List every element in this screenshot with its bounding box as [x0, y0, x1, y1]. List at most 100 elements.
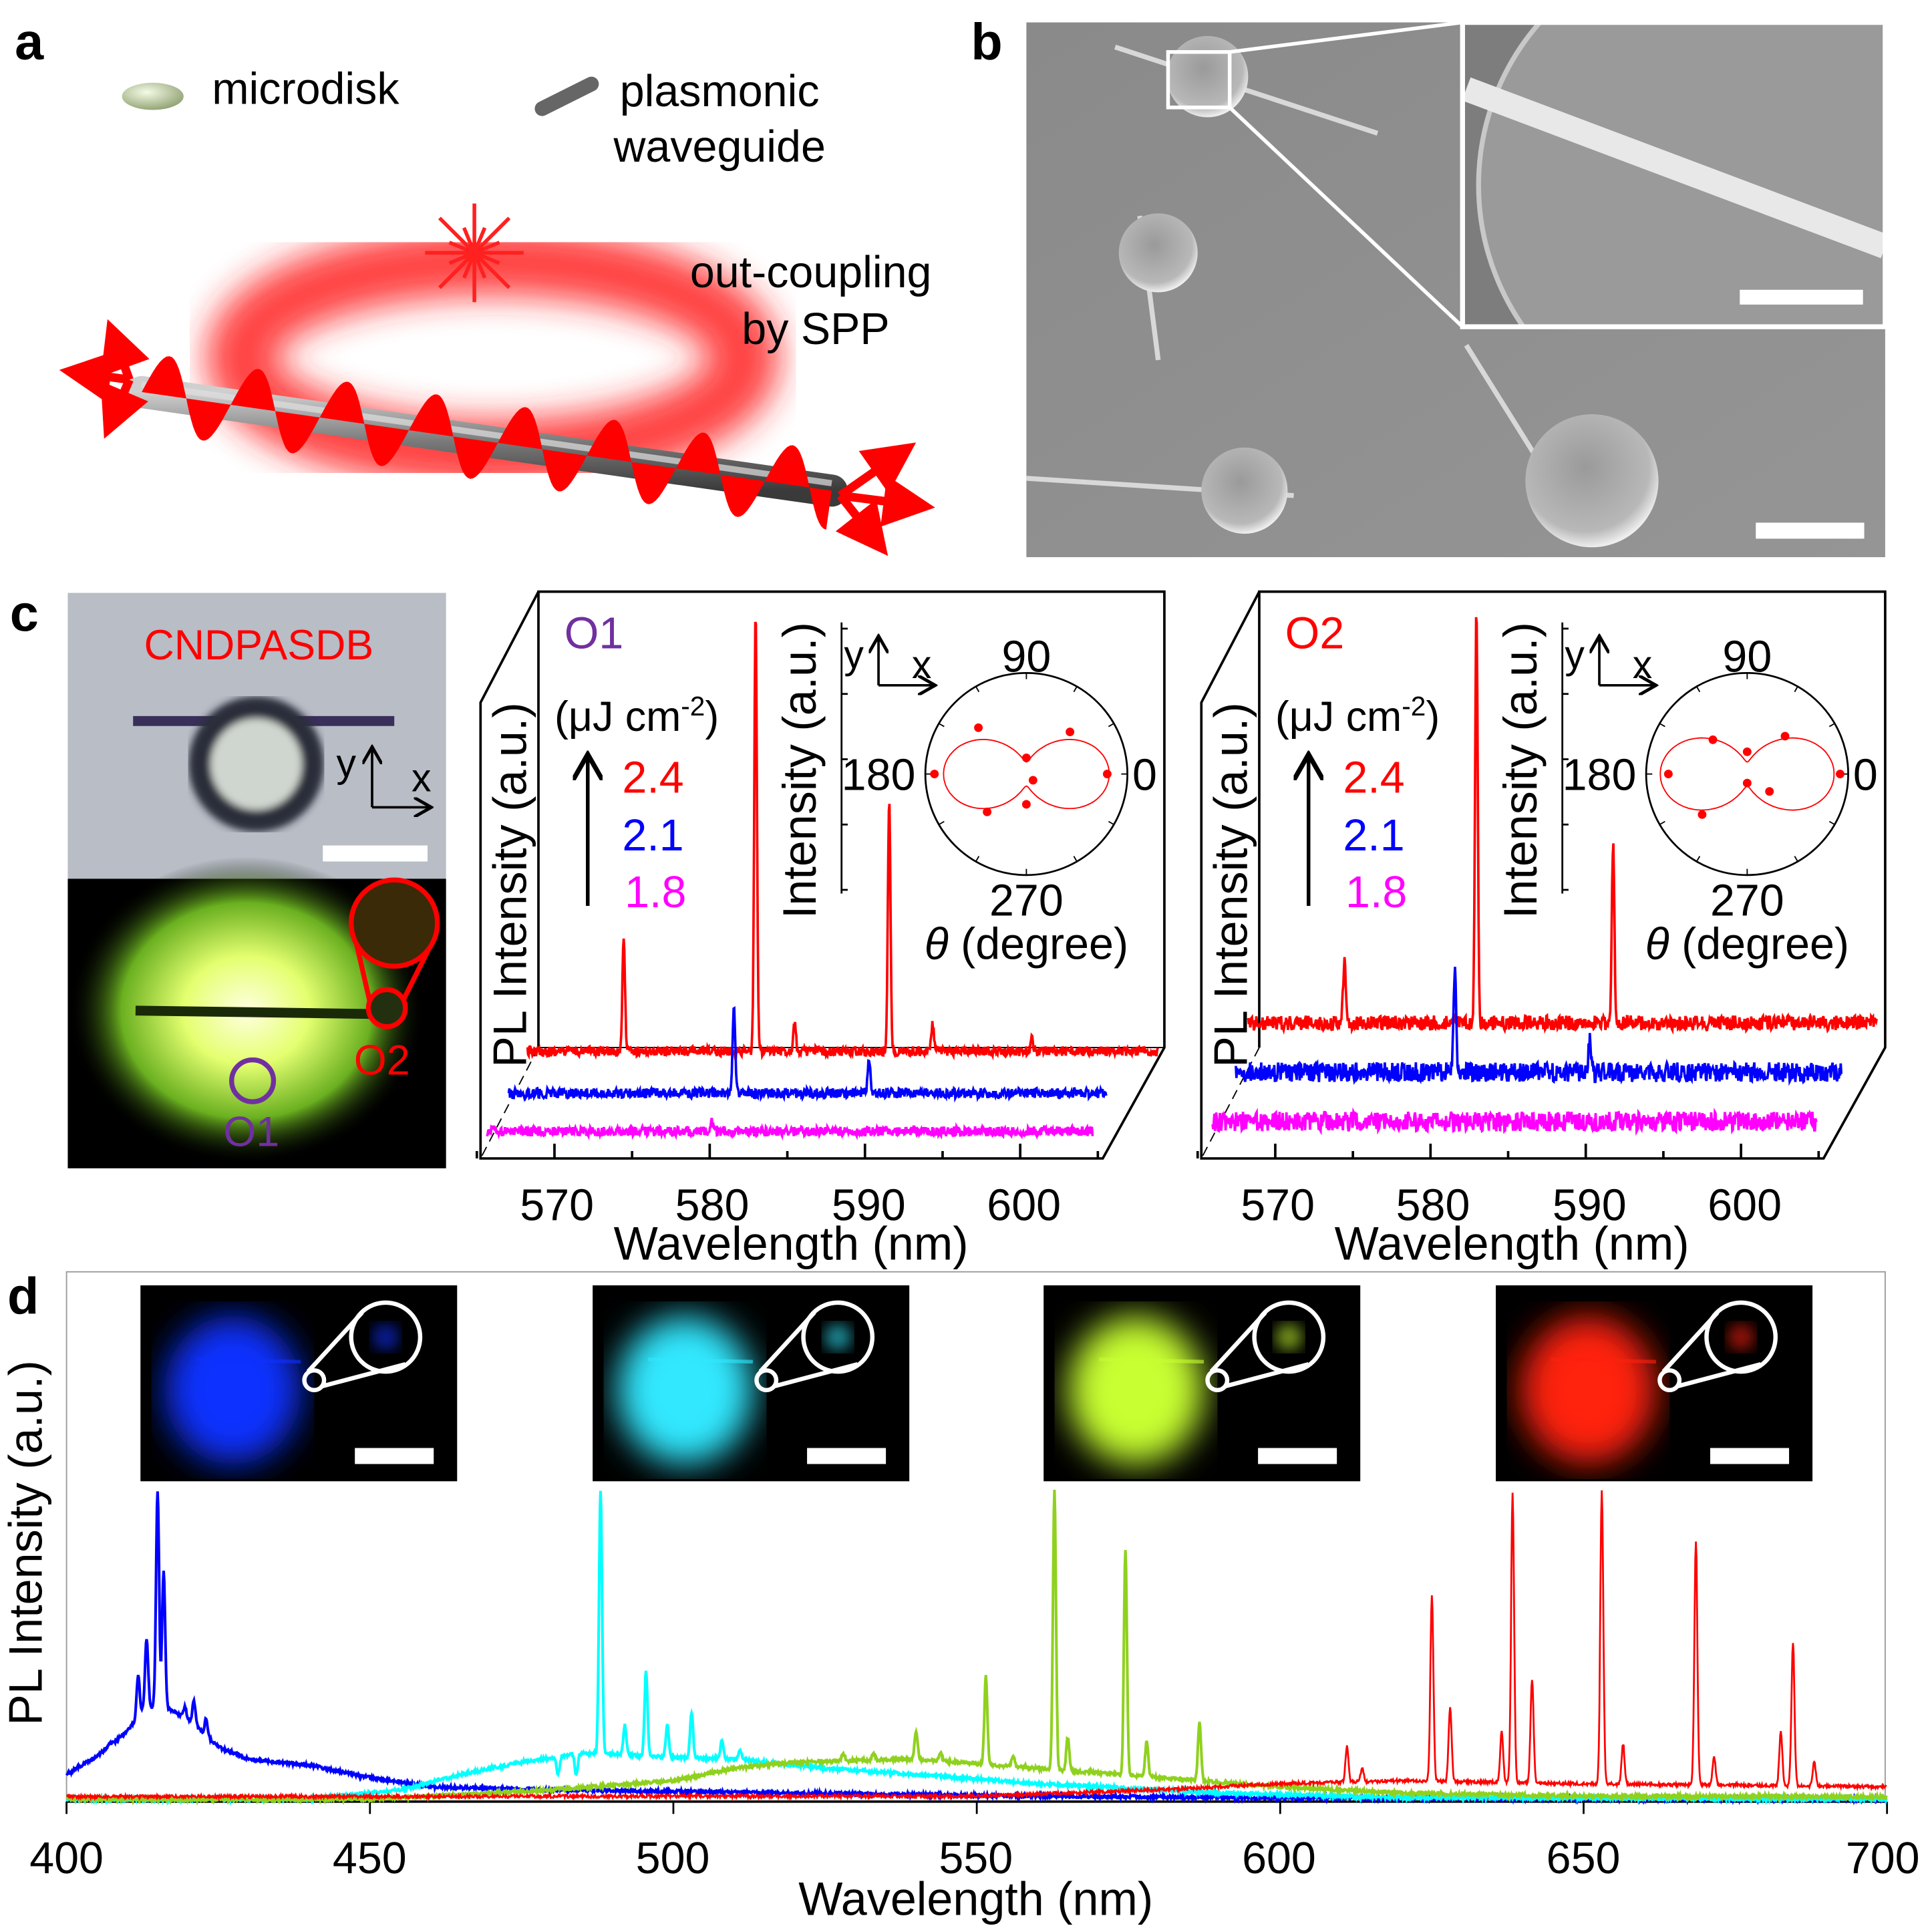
- polar-angle-tickmark: [1108, 723, 1114, 728]
- series-line-2.1: [507, 1006, 1108, 1103]
- annotation-line2: by SPP: [742, 305, 889, 354]
- waveguide: [1551, 1357, 1656, 1364]
- x-tick-label: 450: [333, 1834, 407, 1883]
- emission-micrograph: [1043, 1285, 1361, 1482]
- polar-angle-tick: 270: [1710, 876, 1784, 926]
- scale-bar: [1710, 1448, 1790, 1464]
- right-emission-arrows-icon: [835, 442, 935, 556]
- polar-data-point: [1066, 728, 1075, 737]
- legend-entry: 2.4: [1343, 753, 1404, 802]
- polar-axis-y-label: y: [844, 633, 864, 677]
- spot-o2-circle: [365, 987, 408, 1029]
- x-axis-label: Wavelength (nm): [614, 1217, 969, 1269]
- x-tick-label: 580: [1396, 1180, 1470, 1230]
- legend-waveguide-label-line1: plasmonic: [620, 67, 820, 116]
- scale-bar: [1756, 522, 1865, 539]
- polar-angle-tickmark: [975, 686, 980, 693]
- axis-y-label: y: [337, 741, 357, 785]
- magnifier-line: [1661, 1311, 1720, 1374]
- x-tick-label: 700: [1846, 1834, 1920, 1883]
- x-axis-label: Wavelength (nm): [798, 1873, 1153, 1925]
- polar-angle-tick: 0: [1853, 751, 1878, 800]
- polar-fit-curve: [943, 739, 1110, 810]
- polar-angle-tick: 180: [842, 751, 916, 800]
- waveguide: [196, 1357, 301, 1364]
- y-axis-label: PL Intensity (a.u.): [0, 1360, 52, 1726]
- polar-data-point: [1742, 778, 1752, 788]
- spot-circle: [754, 1368, 779, 1393]
- emission-micrograph: [140, 1285, 458, 1482]
- series-line-1.8: [486, 1117, 1094, 1141]
- polar-data-point: [930, 770, 939, 779]
- scale-bar: [1258, 1448, 1337, 1464]
- chart-o1: O1 PL Intensity (a.u.) (μJ cm-2) 2.4 2.1…: [475, 590, 1166, 1269]
- spectrum-line-1: [65, 1490, 1888, 1806]
- y-axis-label: PL Intensity (a.u.): [1205, 702, 1257, 1068]
- polar-xlabel: θ (degree): [1645, 919, 1849, 969]
- brightfield-microdisk: [188, 696, 325, 832]
- annotation-line1: out-coupling: [690, 248, 932, 297]
- magnifier-line: [1224, 1361, 1309, 1389]
- polar-fit-curve: [1659, 737, 1835, 811]
- polar-angle-tickmark: [1659, 820, 1665, 826]
- polar-data-point: [1836, 770, 1844, 779]
- spot-o1-circle: [229, 1057, 277, 1104]
- spot-circle: [1205, 1368, 1230, 1393]
- chart-title: O2: [1285, 609, 1345, 658]
- panel-label-c: c: [10, 585, 39, 643]
- magnifier-line: [1676, 1361, 1762, 1389]
- legend-entry: 2.1: [622, 811, 683, 860]
- x-axis-label: Wavelength (nm): [1335, 1217, 1689, 1269]
- star-ray: [438, 251, 476, 289]
- polar-data-point: [1028, 776, 1037, 785]
- polar-radial-label: Intensity (a.u.): [774, 622, 826, 919]
- polar-angle-tickmark: [1828, 723, 1835, 728]
- spectrum-line-2: [65, 1489, 1888, 1806]
- polar-angle-tickmark: [1659, 723, 1665, 728]
- y-axis-label: PL Intensity (a.u.): [484, 702, 536, 1068]
- star-ray: [473, 216, 511, 255]
- x-tick-label: 600: [1242, 1834, 1316, 1883]
- panel-label-a: a: [15, 13, 44, 71]
- series-line-2.4: [526, 621, 1159, 1061]
- spot-o2-magnifier: [348, 877, 440, 969]
- polar-data-point: [1102, 770, 1112, 779]
- star-ray: [473, 251, 511, 289]
- magnifier-line: [758, 1311, 816, 1374]
- x-tick-label: 400: [29, 1834, 104, 1883]
- magnifier-line: [321, 1361, 406, 1389]
- output-spot: [1275, 1323, 1303, 1351]
- polar-data-point: [1742, 747, 1752, 756]
- x-tick-label: 600: [987, 1180, 1061, 1230]
- polar-angle-tickmark: [938, 723, 945, 728]
- polar-axis-y-label: y: [1565, 633, 1585, 677]
- legend-entry: 1.8: [625, 868, 686, 917]
- scale-bar: [807, 1448, 887, 1464]
- zoom-connector-bottom: [1228, 106, 1464, 329]
- polar-data-point: [983, 807, 992, 816]
- spectrum-line-3: [66, 1490, 1887, 1802]
- polar-data-point: [1708, 735, 1718, 744]
- panel-c-images: c CNDPASDB y x O1 O2: [10, 585, 446, 1168]
- polar-angle-tickmark: [1696, 686, 1701, 693]
- polar-axis-x-label: x: [1633, 643, 1653, 687]
- axis-x-label: x: [412, 756, 432, 800]
- spot-circle: [302, 1368, 327, 1393]
- polar-radial-label: Intensity (a.u.): [1494, 622, 1547, 919]
- waterfall-frame: [479, 590, 1166, 1160]
- output-spot: [372, 1323, 399, 1351]
- x-tick-label: 500: [636, 1834, 710, 1883]
- microdisk-emission-glow: [617, 1316, 753, 1464]
- output-spot: [1727, 1323, 1755, 1351]
- legend-entry: 2.1: [1343, 811, 1404, 860]
- polar-inset: Intensity (a.u.) y x 90 0 180 270 θ (deg…: [774, 622, 1157, 969]
- panel-b: b: [971, 13, 1888, 558]
- waveguide: [648, 1357, 753, 1364]
- emission-micrograph: [1496, 1285, 1813, 1482]
- spectrum-line-0: [65, 1491, 1888, 1806]
- inset-scale-bar: [1740, 289, 1863, 305]
- x-tick-label: 570: [1241, 1180, 1315, 1230]
- fluorescence-wire: [135, 1005, 395, 1019]
- x-tick-label: 570: [520, 1180, 594, 1230]
